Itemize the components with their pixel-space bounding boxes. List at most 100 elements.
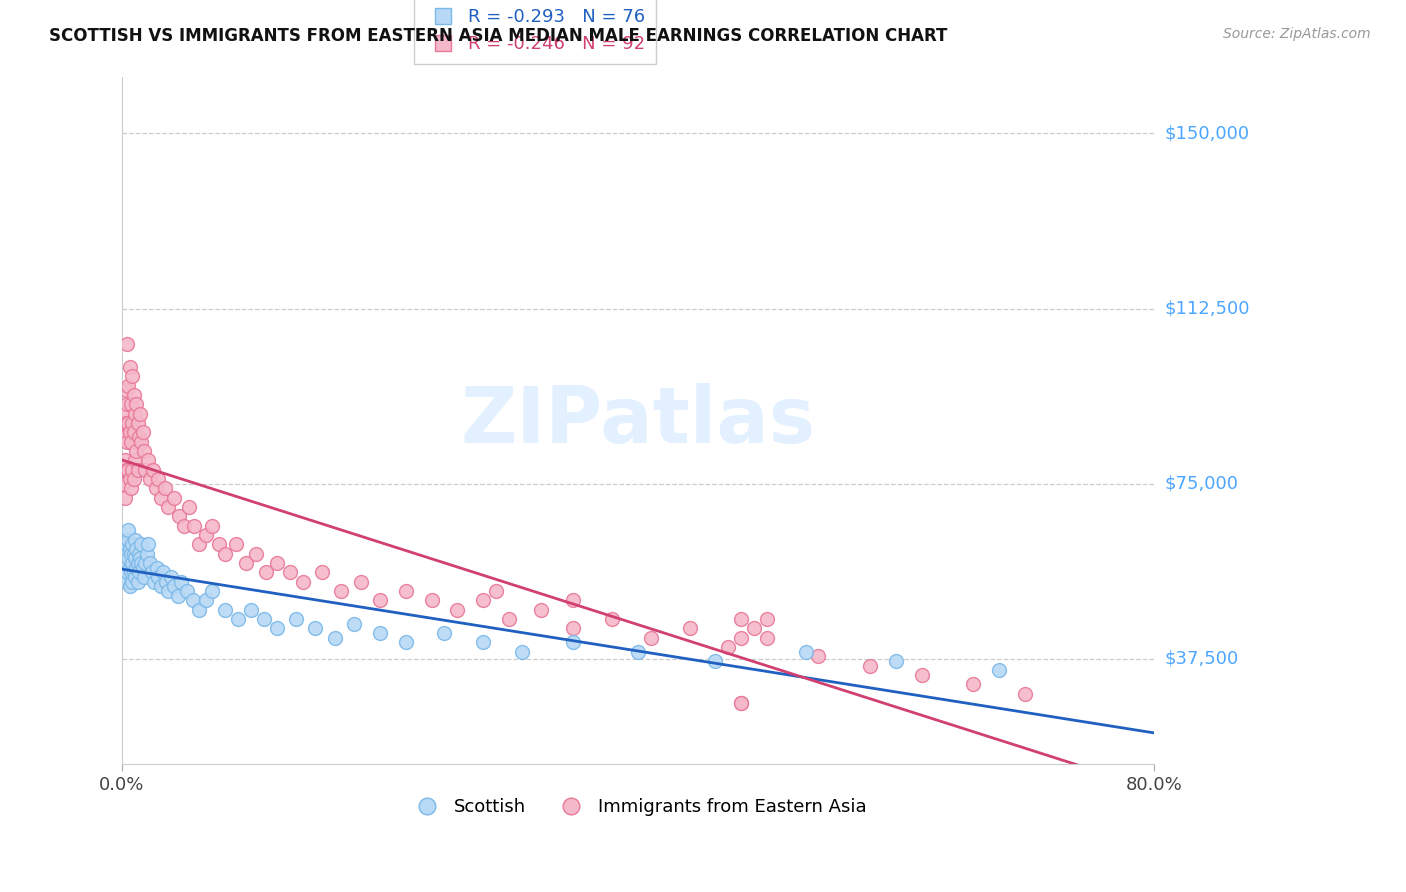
- Point: [115, 384, 138, 398]
- Point: [117, 524, 139, 538]
- Point: [510, 645, 533, 659]
- Point: [131, 537, 153, 551]
- Point: [157, 584, 180, 599]
- Text: ZIPatlas: ZIPatlas: [460, 383, 815, 458]
- Point: [121, 416, 143, 430]
- Point: [145, 481, 167, 495]
- Point: [235, 556, 257, 570]
- Point: [304, 622, 326, 636]
- Point: [194, 593, 217, 607]
- Point: [330, 584, 353, 599]
- Point: [122, 425, 145, 440]
- Point: [742, 622, 765, 636]
- Point: [395, 635, 418, 649]
- Point: [162, 579, 184, 593]
- Point: [124, 453, 146, 467]
- Point: [122, 472, 145, 486]
- Point: [730, 612, 752, 626]
- Point: [562, 622, 585, 636]
- Point: [368, 593, 391, 607]
- Point: [139, 472, 162, 486]
- Point: [323, 631, 346, 645]
- Point: [112, 430, 135, 444]
- Point: [122, 566, 145, 580]
- Point: [176, 584, 198, 599]
- Point: [183, 518, 205, 533]
- Point: [134, 556, 156, 570]
- Point: [131, 434, 153, 449]
- Point: [988, 664, 1011, 678]
- Point: [678, 622, 700, 636]
- Point: [134, 463, 156, 477]
- Point: [562, 593, 585, 607]
- Point: [115, 556, 138, 570]
- Point: [120, 397, 142, 411]
- Point: [129, 551, 152, 566]
- Text: $150,000: $150,000: [1166, 125, 1250, 143]
- Point: [143, 574, 166, 589]
- Point: [114, 491, 136, 505]
- Point: [146, 570, 169, 584]
- Text: $112,500: $112,500: [1166, 300, 1250, 318]
- Point: [117, 378, 139, 392]
- Point: [120, 434, 142, 449]
- Point: [124, 570, 146, 584]
- Point: [285, 612, 308, 626]
- Point: [115, 566, 138, 580]
- Point: [253, 612, 276, 626]
- Point: [149, 579, 172, 593]
- Point: [859, 658, 882, 673]
- Point: [131, 425, 153, 440]
- Point: [755, 631, 778, 645]
- Point: [755, 612, 778, 626]
- Point: [794, 645, 817, 659]
- Point: [115, 336, 138, 351]
- Point: [132, 570, 155, 584]
- Point: [188, 537, 211, 551]
- Point: [120, 481, 142, 495]
- Point: [530, 603, 553, 617]
- Point: [368, 626, 391, 640]
- Point: [125, 444, 148, 458]
- Point: [127, 574, 149, 589]
- Point: [132, 444, 155, 458]
- Point: [114, 542, 136, 557]
- Point: [962, 677, 984, 691]
- Point: [121, 537, 143, 551]
- Point: [149, 491, 172, 505]
- Point: [498, 612, 520, 626]
- Point: [433, 626, 456, 640]
- Point: [112, 560, 135, 574]
- Point: [136, 537, 159, 551]
- Point: [266, 556, 288, 570]
- Point: [120, 566, 142, 580]
- Point: [166, 589, 188, 603]
- Point: [884, 654, 907, 668]
- Point: [201, 518, 224, 533]
- Text: $75,000: $75,000: [1166, 475, 1239, 492]
- Point: [188, 603, 211, 617]
- Point: [157, 500, 180, 514]
- Point: [114, 407, 136, 421]
- Point: [179, 500, 201, 514]
- Point: [704, 654, 727, 668]
- Point: [730, 696, 752, 710]
- Point: [115, 434, 138, 449]
- Point: [343, 616, 366, 631]
- Point: [291, 574, 314, 589]
- Point: [225, 537, 247, 551]
- Point: [121, 574, 143, 589]
- Point: [118, 579, 141, 593]
- Point: [311, 566, 333, 580]
- Point: [112, 476, 135, 491]
- Point: [114, 570, 136, 584]
- Point: [472, 635, 495, 649]
- Text: SCOTTISH VS IMMIGRANTS FROM EASTERN ASIA MEDIAN MALE EARNINGS CORRELATION CHART: SCOTTISH VS IMMIGRANTS FROM EASTERN ASIA…: [49, 27, 948, 45]
- Point: [181, 593, 204, 607]
- Point: [173, 518, 195, 533]
- Point: [136, 453, 159, 467]
- Point: [278, 566, 301, 580]
- Point: [640, 631, 662, 645]
- Legend: Scottish, Immigrants from Eastern Asia: Scottish, Immigrants from Eastern Asia: [402, 791, 875, 823]
- Point: [124, 551, 146, 566]
